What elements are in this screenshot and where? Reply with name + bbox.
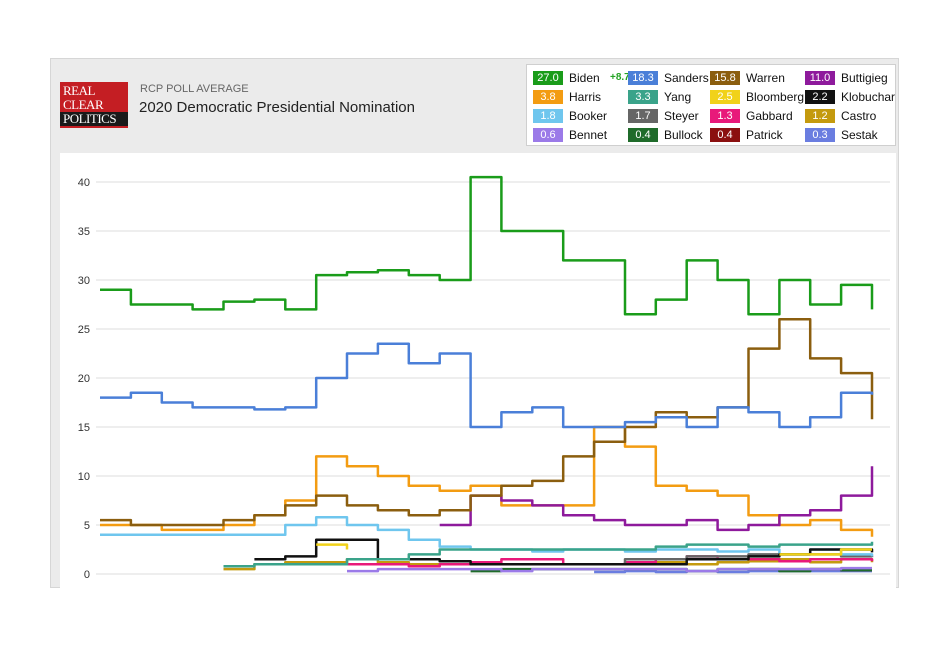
legend-name: Biden — [569, 71, 600, 85]
legend-value-badge: 0.3 — [805, 128, 835, 142]
chart-kicker: RCP POLL AVERAGE — [140, 83, 249, 95]
legend-name: Patrick — [746, 128, 783, 142]
legend-name: Sestak — [841, 128, 878, 142]
legend: 27.0 Biden +8.7 18.3 Sanders 15.8 Warren 11.0 Bu… — [526, 64, 896, 146]
y-tick-label: 10 — [78, 471, 90, 483]
legend-value-badge: 3.8 — [533, 90, 563, 104]
series-line-bloomberg — [316, 543, 872, 556]
series-line-sestak — [594, 569, 872, 574]
legend-value-badge: 1.3 — [710, 109, 740, 123]
legend-name: Steyer — [664, 109, 699, 123]
legend-name: Gabbard — [746, 109, 793, 123]
y-tick-label: 0 — [84, 569, 90, 581]
y-tick-label: 30 — [78, 275, 90, 287]
y-tick-label: 20 — [78, 373, 90, 385]
y-tick-label: 35 — [78, 226, 90, 238]
legend-value-badge: 1.8 — [533, 109, 563, 123]
legend-name: Harris — [569, 90, 601, 104]
legend-name: Warren — [746, 71, 785, 85]
series-line-harris — [100, 425, 874, 537]
legend-value-badge: 15.8 — [710, 71, 740, 85]
legend-value-badge: 1.2 — [805, 109, 835, 123]
legend-value-badge: 1.7 — [628, 109, 658, 123]
legend-name: Bennet — [569, 128, 608, 142]
legend-spread: +8.7 — [610, 72, 630, 83]
legend-name: Klobuchar — [841, 90, 896, 104]
logo-line-2: CLEAR — [63, 97, 104, 112]
legend-name: Yang — [664, 90, 692, 104]
legend-name: Buttigieg — [841, 71, 888, 85]
legend-value-badge: 0.4 — [628, 128, 658, 142]
series-line-warren — [100, 317, 874, 527]
y-tick-label: 5 — [84, 520, 90, 532]
y-tick-label: 25 — [78, 324, 90, 336]
legend-value-badge: 2.5 — [710, 90, 740, 104]
chart-title: 2020 Democratic Presidential Nomination — [139, 99, 415, 116]
legend-value-badge: 2.2 — [805, 90, 835, 104]
legend-name: Sanders — [664, 71, 709, 85]
legend-name: Bloomberg — [746, 90, 805, 104]
series-line-bennet — [347, 566, 872, 573]
series-line-sanders — [100, 342, 874, 429]
legend-value-badge: 27.0 — [533, 71, 563, 85]
logo-line-1: REAL — [63, 83, 95, 98]
legend-name: Bullock — [664, 128, 703, 142]
series-line-biden — [100, 175, 874, 316]
logo-line-3: POLITICS — [60, 112, 128, 126]
y-tick-label: 40 — [78, 177, 90, 189]
legend-name: Castro — [841, 109, 877, 123]
series-line-yang — [223, 541, 874, 568]
y-tick-label: 15 — [78, 422, 90, 434]
legend-value-badge: 0.6 — [533, 128, 563, 142]
rcp-logo: REAL CLEAR POLITICS — [60, 82, 128, 128]
legend-name: Booker — [569, 109, 608, 123]
legend-value-badge: 3.3 — [628, 90, 658, 104]
series-line-buttigieg — [439, 466, 874, 532]
legend-value-badge: 18.3 — [628, 71, 658, 85]
legend-value-badge: 11.0 — [805, 71, 835, 85]
legend-value-badge: 0.4 — [710, 128, 740, 142]
